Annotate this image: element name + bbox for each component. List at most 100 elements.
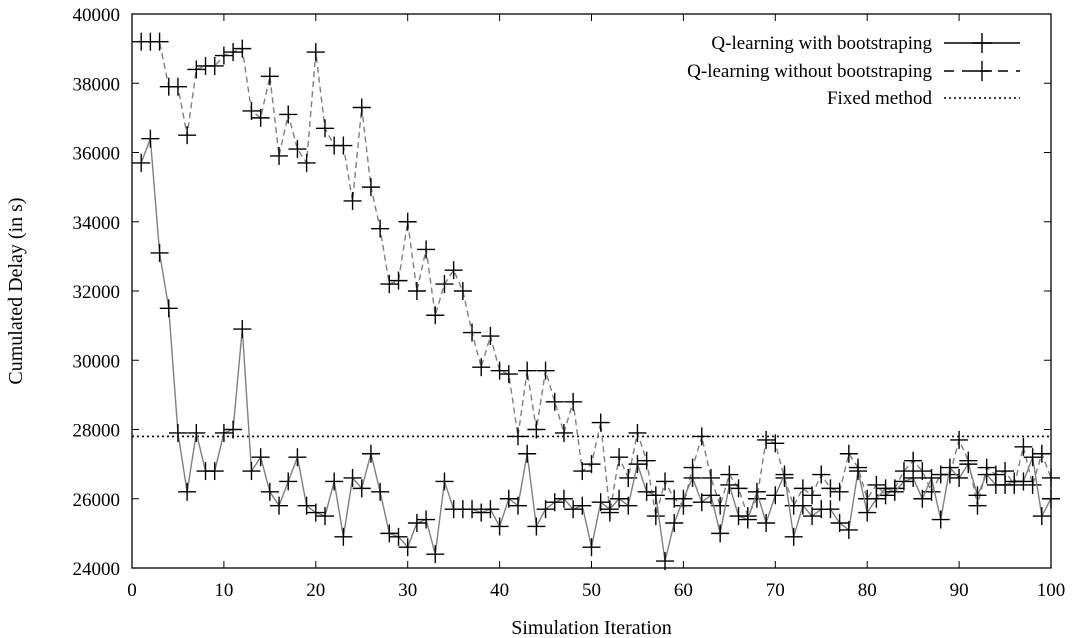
- data-point: [692, 493, 711, 512]
- x-tick-label: 40: [490, 580, 509, 601]
- legend-label: Q-learning with bootstraping: [711, 33, 932, 54]
- data-point: [407, 513, 426, 532]
- data-point: [913, 462, 932, 481]
- data-point: [371, 219, 390, 238]
- data-point: [940, 458, 959, 477]
- data-point: [361, 178, 380, 197]
- x-tick-label: 80: [858, 580, 877, 601]
- legend-label: Q-learning without bootstraping: [687, 61, 932, 82]
- data-point: [610, 448, 629, 467]
- data-point: [812, 465, 831, 484]
- data-point: [233, 320, 252, 339]
- data-point: [573, 496, 592, 515]
- data-point: [858, 503, 877, 522]
- y-tick-label: 32000: [73, 282, 121, 303]
- x-tick-label: 0: [127, 580, 137, 601]
- data-point: [747, 482, 766, 501]
- data-point: [931, 510, 950, 529]
- ticks-layer: 0 10 20 30 40 50 60 70 80 90 100 24000 26000 28000 300…: [73, 5, 1066, 601]
- data-point: [729, 507, 748, 526]
- data-point: [619, 496, 638, 515]
- data-point: [876, 479, 895, 498]
- data-point: [766, 434, 785, 453]
- data-point: [591, 413, 610, 432]
- x-axis-title: Simulation Iteration: [511, 617, 672, 638]
- data-point: [187, 60, 206, 79]
- y-tick-label: 28000: [73, 421, 121, 442]
- data-point: [646, 486, 665, 505]
- data-point: [352, 98, 371, 117]
- legend-entry-fixed-method: Fixed method: [827, 88, 1020, 109]
- data-point: [444, 261, 463, 280]
- y-tick-label: 24000: [73, 559, 121, 580]
- data-point: [711, 524, 730, 543]
- data-point: [499, 365, 518, 384]
- data-point: [325, 472, 344, 491]
- data-point: [380, 524, 399, 543]
- data-point: [637, 451, 656, 470]
- legend-sample: [944, 33, 1020, 53]
- data-point: [766, 486, 785, 505]
- data-point: [270, 496, 289, 515]
- y-tick-label: 34000: [73, 213, 121, 234]
- data-point: [545, 392, 564, 411]
- legend: Q-learning with bootstraping Q-learning …: [687, 33, 1020, 109]
- data-point: [490, 517, 509, 536]
- data-point: [554, 423, 573, 442]
- data-point: [830, 482, 849, 501]
- data-point: [251, 108, 270, 127]
- data-point: [564, 392, 583, 411]
- data-point: [187, 423, 206, 442]
- data-point: [803, 486, 822, 505]
- data-point: [168, 423, 187, 442]
- data-point: [499, 489, 518, 508]
- data-point: [646, 507, 665, 526]
- legend-entry-without-bootstrapping: Q-learning without bootstraping: [687, 61, 1020, 82]
- data-point: [582, 538, 601, 557]
- data-point: [242, 101, 261, 120]
- data-point: [159, 299, 178, 318]
- data-point: [178, 126, 197, 145]
- data-point: [656, 472, 675, 491]
- data-point: [784, 527, 803, 546]
- data-point: [417, 240, 436, 259]
- data-point: [757, 430, 776, 449]
- x-tick-label: 60: [674, 580, 693, 601]
- data-point: [306, 503, 325, 522]
- data-point: [224, 43, 243, 62]
- data-point: [996, 475, 1015, 494]
- data-point: [334, 136, 353, 155]
- data-point: [692, 427, 711, 446]
- data-point: [729, 479, 748, 498]
- data-point: [417, 510, 436, 529]
- data-point: [251, 448, 270, 467]
- data-point: [757, 513, 776, 532]
- x-tick-label: 50: [582, 580, 601, 601]
- data-point: [573, 462, 592, 481]
- legend-label: Fixed method: [827, 88, 933, 109]
- data-point: [288, 140, 307, 159]
- data-point: [343, 468, 362, 487]
- data-point: [260, 67, 279, 86]
- data-point: [793, 496, 812, 515]
- data-point: [481, 500, 500, 519]
- data-point: [839, 520, 858, 539]
- y-tick-label: 26000: [73, 490, 121, 511]
- data-point: [628, 423, 647, 442]
- data-point: [1014, 472, 1033, 491]
- data-point: [205, 56, 224, 75]
- data-point: [564, 500, 583, 519]
- data-point: [610, 489, 629, 508]
- data-point: [720, 475, 739, 494]
- data-point: [288, 448, 307, 467]
- series-line: [140, 138, 1052, 562]
- data-point: [297, 153, 316, 172]
- x-tick-label: 100: [1037, 580, 1066, 601]
- data-point: [950, 430, 969, 449]
- data-point: [150, 32, 169, 51]
- data-point: [426, 306, 445, 325]
- series-0: [132, 129, 1060, 571]
- data-point: [371, 482, 390, 501]
- data-point: [582, 455, 601, 474]
